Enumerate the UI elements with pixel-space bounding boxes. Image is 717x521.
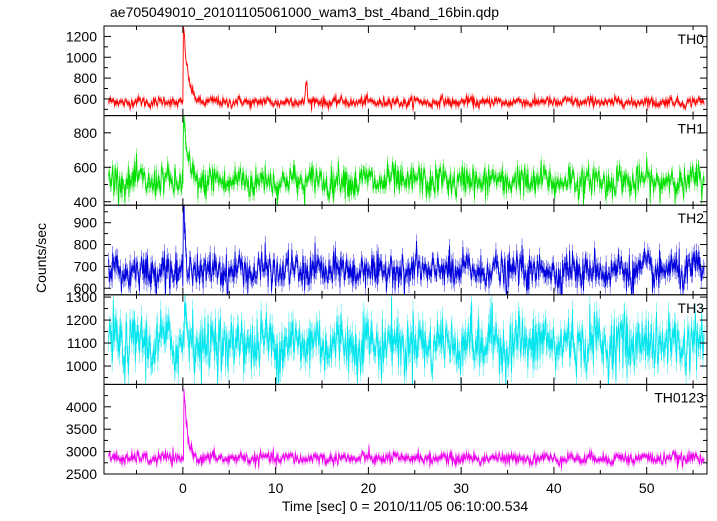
y-tick-label: 600 xyxy=(74,91,98,107)
lightcurve-line-th3 xyxy=(108,297,705,385)
y-axis-label: Counts/sec xyxy=(33,223,49,293)
y-tick-label: 600 xyxy=(74,159,98,175)
series-th0 xyxy=(108,26,705,113)
panel-th2: 600 700 800 900 TH2 xyxy=(74,204,708,296)
y-tick-label: 1300 xyxy=(66,289,97,305)
y-tick-label: 800 xyxy=(74,125,98,141)
panel-label-th3: TH3 xyxy=(678,300,705,316)
x-axis-label: Time [sec] 0 = 2010/11/05 06:10:00.534 xyxy=(282,498,529,514)
y-tick-label: 400 xyxy=(74,194,98,210)
lightcurve-line-th2 xyxy=(108,205,705,295)
y-tick-label: 1200 xyxy=(66,28,97,44)
lightcurve-line-th0123 xyxy=(108,390,705,469)
y-tick-label: 900 xyxy=(74,215,98,231)
lightcurve-line-th0 xyxy=(108,27,705,111)
x-tick-label: 0 xyxy=(179,480,187,496)
panel-th1: 400 600 800 TH1 xyxy=(74,115,708,210)
panel-th0123: 2500 3000 3500 4000 TH0123 xyxy=(66,383,708,482)
lightcurve-line-th1 xyxy=(108,115,705,206)
y-tick-label: 600 xyxy=(74,280,98,296)
series-th0123 xyxy=(108,388,705,471)
y-tick-label: 800 xyxy=(74,237,98,253)
y-tick-label: 1100 xyxy=(67,335,97,351)
x-tick-label: 50 xyxy=(639,480,655,496)
panel-label-th0: TH0 xyxy=(678,31,705,47)
panel-label-th1: TH1 xyxy=(678,121,705,137)
y-tick-label: 4000 xyxy=(66,399,97,415)
series-th2 xyxy=(108,205,705,295)
chart-title: ae705049010_20101105061000_wam3_bst_4ban… xyxy=(110,4,499,20)
x-tick-label: 40 xyxy=(546,480,562,496)
panel-label-th2: TH2 xyxy=(678,210,705,226)
panel-th0: 600 800 1000 1200 TH0 xyxy=(66,25,708,117)
x-tick-label: 30 xyxy=(453,480,469,496)
y-tick-label: 700 xyxy=(74,258,98,274)
panel-th3: 1000 1100 1200 1300 TH3 xyxy=(66,289,708,385)
x-tick-label: 10 xyxy=(268,480,284,496)
panel-frame xyxy=(103,115,708,206)
y-tick-label: 3500 xyxy=(66,421,97,437)
y-tick-label: 3000 xyxy=(66,444,97,460)
y-tick-label: 800 xyxy=(74,70,98,86)
series-th3 xyxy=(108,294,705,385)
y-tick-label: 1000 xyxy=(66,49,97,65)
error-bars-th1 xyxy=(108,115,705,206)
y-tick-label: 1000 xyxy=(66,358,97,374)
y-tick-label: 1200 xyxy=(66,312,97,328)
series-th1 xyxy=(108,115,705,206)
y-tick-label: 2500 xyxy=(66,466,97,482)
panel-label-th0123: TH0123 xyxy=(654,389,704,405)
x-tick-label: 20 xyxy=(361,480,377,496)
error-bars-th2 xyxy=(108,205,705,295)
